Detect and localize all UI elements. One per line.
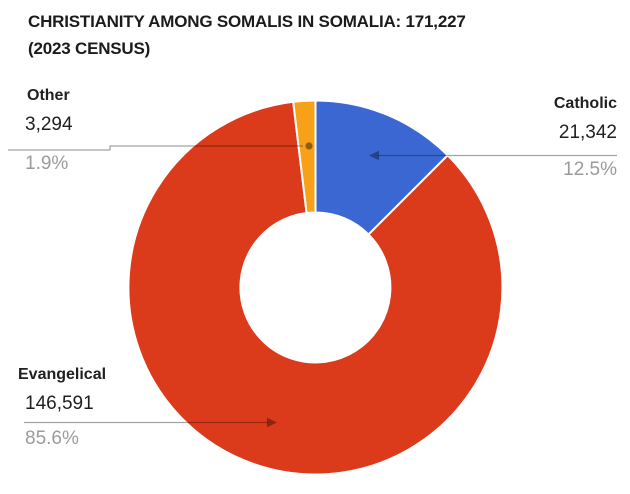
chart-title: CHRISTIANITY AMONG SOMALIS IN SOMALIA: 1…	[28, 8, 588, 62]
slice-other[interactable]	[292, 99, 317, 215]
label-catholic-name: Catholic	[553, 95, 617, 112]
leader-line-other	[8, 145, 193, 151]
slice-evangelical[interactable]	[127, 100, 504, 476]
label-other-value: 3,294	[25, 114, 73, 135]
chart-title-line2: (2023 CENSUS)	[28, 39, 151, 58]
leader-arrow-catholic	[369, 150, 379, 161]
label-catholic-percent: 12.5%	[563, 159, 617, 180]
label-evangelical-name: Evangelical	[18, 366, 107, 383]
label-catholic-value: 21,342	[558, 122, 617, 143]
label-other-percent: 1.9%	[25, 153, 69, 174]
label-other-name: Other	[27, 87, 70, 104]
leader-dot-other	[305, 142, 313, 150]
leader-arrow-evangelical	[267, 417, 277, 428]
label-evangelical-value: 146,591	[25, 393, 94, 414]
label-evangelical-percent: 85.6%	[25, 428, 79, 449]
chart-title-line1: CHRISTIANITY AMONG SOMALIS IN SOMALIA: 1…	[28, 12, 466, 31]
